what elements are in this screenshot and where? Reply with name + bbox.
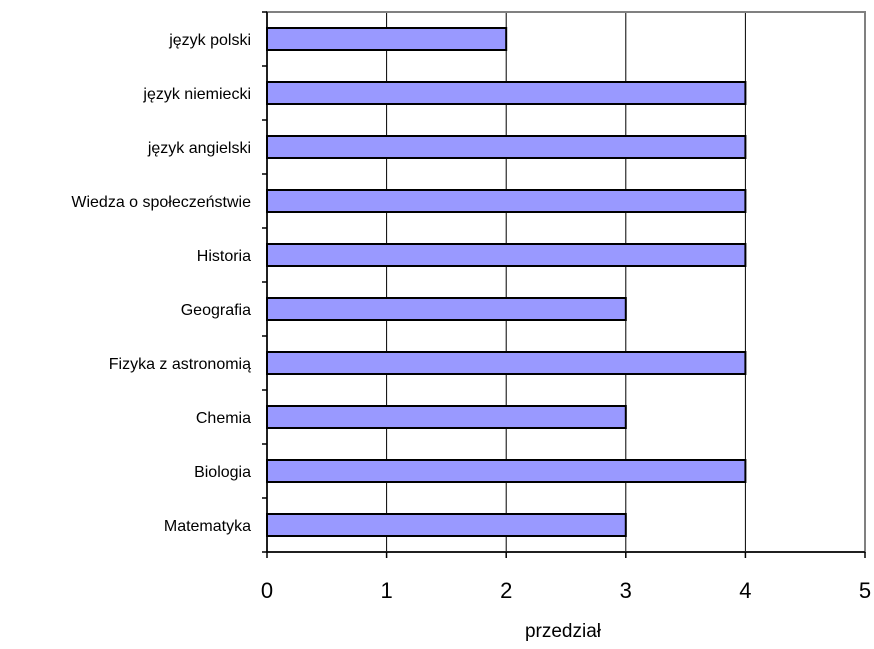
tick-labels: 0 1 2 3 4 5	[261, 578, 871, 603]
x-tick-label: 1	[380, 578, 392, 603]
axes	[262, 11, 866, 558]
x-tick-label: 4	[739, 578, 751, 603]
bar	[266, 297, 627, 321]
category-label: Biologia	[194, 464, 251, 481]
category-label: Fizyka z astronomią	[109, 356, 251, 373]
category-label: Geografia	[181, 302, 251, 319]
bar	[266, 351, 747, 375]
bar	[266, 405, 627, 429]
category-label: Chemia	[196, 410, 251, 427]
bar	[266, 513, 627, 537]
category-label: język niemiecki	[142, 86, 251, 103]
bars	[266, 27, 747, 537]
x-tick-label: 3	[620, 578, 632, 603]
bar	[266, 243, 747, 267]
category-label: Historia	[197, 248, 251, 265]
x-tick-label: 0	[261, 578, 273, 603]
bar	[266, 135, 747, 159]
category-label: język polski	[168, 32, 251, 49]
x-axis-title: przedział	[525, 621, 602, 642]
x-tick-label: 5	[859, 578, 871, 603]
category-label: Wiedza o społeczeństwie	[71, 194, 251, 211]
bar	[266, 27, 508, 51]
category-label: język angielski	[147, 140, 251, 157]
category-labels: język polski język niemiecki język angiels…	[71, 32, 251, 535]
x-tick-label: 2	[500, 578, 512, 603]
bar	[266, 81, 747, 105]
category-label: Matematyka	[164, 518, 251, 535]
bar	[266, 189, 747, 213]
bar	[266, 459, 747, 483]
